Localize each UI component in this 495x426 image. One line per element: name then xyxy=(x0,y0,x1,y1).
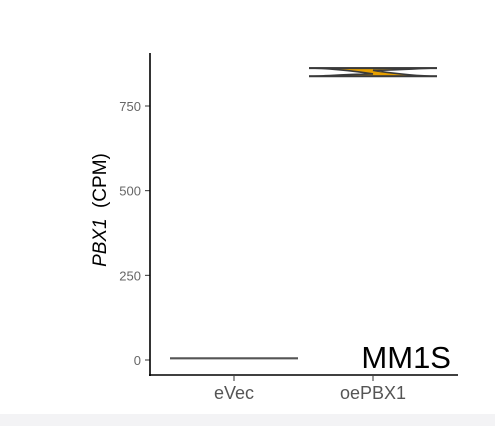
y-axis-gene-name: PBX1 xyxy=(90,218,111,267)
violin-marks xyxy=(170,67,438,360)
y-axis-title: PBX1 (CPM) xyxy=(90,153,111,267)
bottom-band xyxy=(0,414,495,426)
svg-text:PBX1 (CPM): PBX1 (CPM) xyxy=(90,153,111,267)
x-axis-ticks: eVec oePBX1 xyxy=(214,376,406,403)
y-tick-label: 500 xyxy=(119,184,141,199)
y-tick-label: 750 xyxy=(119,99,141,114)
violin-oePBX1 xyxy=(308,67,438,77)
y-tick-label: 0 xyxy=(134,353,141,368)
y-axis-unit: (CPM) xyxy=(90,153,111,208)
panel-label: MM1S xyxy=(361,340,451,375)
y-tick-label: 250 xyxy=(119,268,141,283)
x-tick-label: eVec xyxy=(214,383,254,403)
y-axis-ticks: 0 250 500 750 xyxy=(119,99,150,368)
x-tick-label: oePBX1 xyxy=(340,383,406,403)
